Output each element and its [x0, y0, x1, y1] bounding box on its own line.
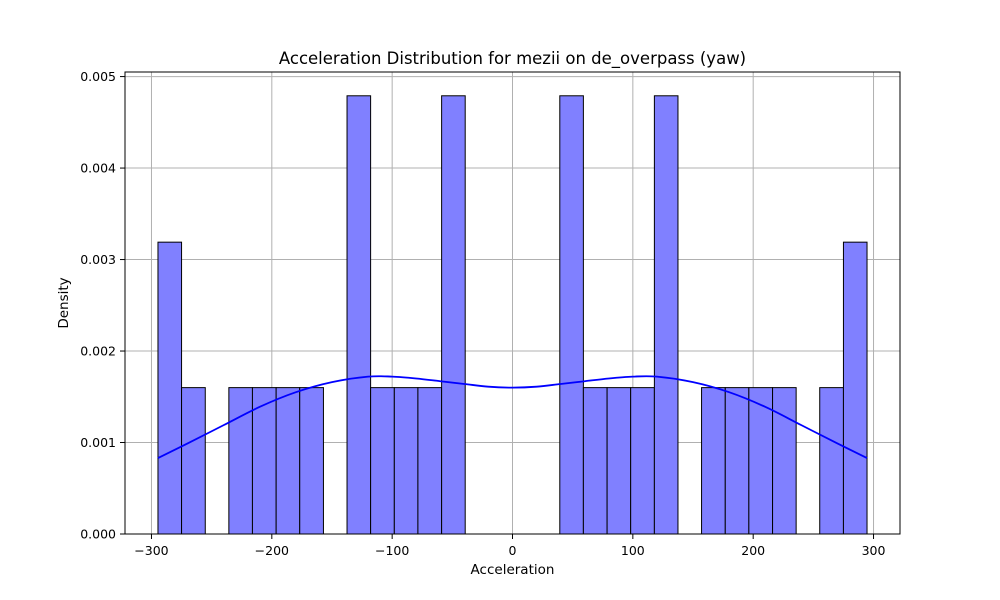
- histogram-bars: [157, 95, 868, 535]
- x-tick-label: −300: [134, 543, 168, 558]
- y-tick-label: 0.004: [80, 161, 116, 176]
- x-axis-label: Acceleration: [471, 562, 555, 578]
- kde-curve-group: [157, 375, 868, 459]
- y-tick-label: 0.001: [80, 435, 116, 450]
- chart-title: Acceleration Distribution for mezii on d…: [279, 49, 746, 69]
- histogram-bar: [346, 95, 372, 535]
- y-tick-label: 0.000: [80, 527, 116, 542]
- histogram-bar: [701, 387, 726, 535]
- y-tick-label: 0.002: [80, 344, 116, 359]
- x-tick-label: 100: [621, 543, 645, 558]
- y-axis-ticks: 0.000 0.001 0.002 0.003 0.004 0.005: [80, 69, 125, 542]
- histogram-bar: [630, 387, 655, 535]
- x-tick-label: 300: [862, 543, 886, 558]
- histogram-bar: [228, 387, 253, 535]
- histogram-bar: [724, 387, 750, 535]
- histogram-bar: [772, 387, 797, 535]
- x-tick-label: 200: [741, 543, 765, 558]
- histogram-bar: [582, 387, 608, 535]
- x-tick-label: 0: [509, 543, 517, 558]
- histogram-bar: [275, 387, 301, 535]
- histogram-bar: [606, 387, 632, 535]
- histogram-bar: [393, 387, 419, 535]
- histogram-bar: [299, 387, 324, 535]
- histogram-bar: [417, 387, 443, 535]
- histogram-bar: [559, 95, 584, 535]
- histogram-bar: [157, 241, 183, 535]
- histogram-bar: [842, 241, 868, 535]
- histogram-bar: [441, 95, 466, 535]
- histogram-bar: [181, 387, 206, 535]
- histogram-bar: [370, 387, 395, 535]
- histogram-bar: [819, 387, 844, 535]
- x-axis-ticks: −300 −200 −100 0 100 200 300: [134, 534, 886, 558]
- y-tick-label: 0.005: [80, 69, 116, 84]
- x-tick-label: −200: [255, 543, 289, 558]
- y-axis-label: Density: [56, 277, 72, 328]
- y-tick-label: 0.003: [80, 252, 116, 267]
- x-tick-label: −100: [375, 543, 409, 558]
- kde-curve: [157, 375, 868, 459]
- histogram-bar: [653, 95, 679, 535]
